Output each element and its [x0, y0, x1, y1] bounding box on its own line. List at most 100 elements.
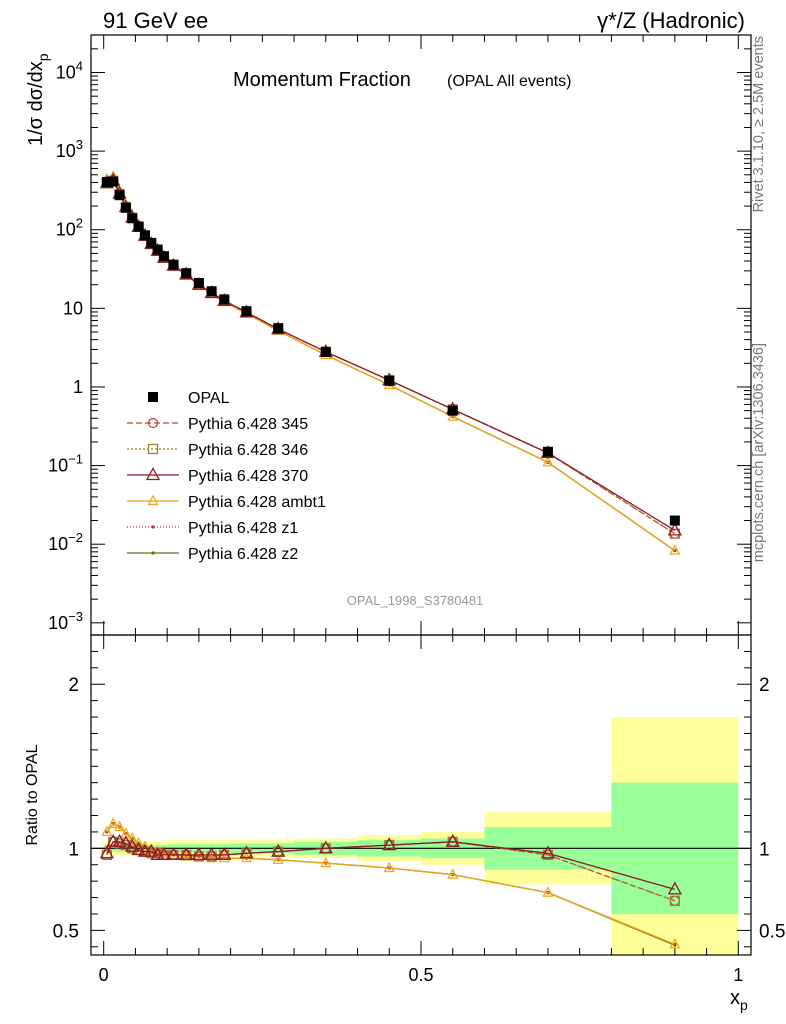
x-tick-label: 0 [99, 965, 109, 985]
data-point [241, 306, 252, 317]
y-tick-label-right: 1 [759, 839, 770, 860]
data-point [447, 410, 459, 421]
main-plot-axes: 10−3 10−2 10−1 1 10 102 103 104 [48, 34, 751, 635]
data-point [156, 847, 172, 861]
data-point [101, 176, 112, 187]
y-tick-label-right: 0.5 [759, 921, 785, 942]
data-point [217, 847, 232, 861]
x-axis-label: xp [730, 987, 748, 1013]
legend-label: Pythia 6.428 346 [188, 442, 308, 459]
data-point [218, 851, 230, 863]
main-plot-series [99, 170, 682, 555]
data-point [131, 842, 146, 856]
main-plot-panel: 10−3 10−2 10−1 1 10 102 103 104 Momentum Fracti… [25, 34, 752, 636]
data-point [152, 244, 163, 255]
data-point [542, 456, 554, 467]
legend-label: OPAL [188, 390, 230, 407]
data-point [206, 286, 217, 297]
ratio-plot-series [99, 817, 682, 949]
data-point [112, 833, 127, 847]
header-left: 91 GeV ee [103, 8, 208, 33]
data-point [667, 881, 682, 895]
data-point [542, 886, 554, 897]
data-point [318, 840, 333, 854]
data-point [148, 392, 158, 402]
data-point [107, 817, 119, 828]
data-point [133, 837, 145, 848]
data-point [166, 847, 181, 861]
data-point [114, 190, 125, 201]
y-tick-label: 10 [63, 298, 83, 318]
data-point [206, 851, 218, 863]
data-point [219, 294, 230, 305]
plot-subtitle: (OPAL All events) [447, 73, 572, 90]
data-point [146, 237, 157, 248]
data-point [669, 544, 681, 555]
data-point [151, 551, 155, 555]
data-point [669, 515, 680, 526]
header-right: γ*/Z (Hadronic) [597, 8, 745, 33]
data-point [151, 525, 155, 529]
svg-text:1/σ dσ/dxp: 1/σ dσ/dxp [25, 53, 51, 146]
data-point [127, 213, 138, 224]
data-point [108, 176, 119, 187]
y-tick-label: 103 [56, 137, 83, 161]
side-text-rivet: Rivet 3.1.10, ≥ 2.5M events [751, 36, 767, 212]
x-tick-label: 1 [733, 965, 743, 985]
data-point [320, 346, 331, 357]
data-point [126, 832, 138, 843]
data-point [239, 845, 254, 859]
data-point [382, 837, 397, 851]
y-tick-label: 104 [56, 59, 83, 83]
data-point [273, 323, 284, 334]
data-point [168, 259, 179, 270]
data-point [144, 843, 159, 857]
y-tick-label: 1 [68, 839, 79, 860]
data-point [99, 845, 114, 859]
data-point [320, 856, 332, 868]
legend-label: Pythia 6.428 345 [188, 416, 308, 433]
ratio-series-line [106, 822, 676, 945]
y-tick-label: 0.5 [53, 921, 79, 942]
data-point [158, 251, 169, 262]
data-point [120, 202, 131, 213]
data-point [133, 221, 144, 232]
data-point [384, 375, 395, 386]
legend-label: Pythia 6.428 ambt1 [188, 494, 326, 511]
svg-text:xp: xp [730, 987, 748, 1013]
ratio-plot-frame [90, 634, 752, 956]
plot-title: Momentum Fraction [233, 69, 411, 91]
side-text-mcplots: mcplots.cern.ch [arXiv:1306.3436] [751, 343, 767, 562]
data-point [147, 417, 159, 429]
ratio-y-axis-label: Ratio to OPAL [24, 744, 41, 845]
legend-label: Pythia 6.428 z2 [188, 546, 298, 563]
data-point [542, 446, 553, 457]
y-tick-label: 102 [56, 216, 83, 240]
main-y-axis-label: 1/σ dσ/dxp [25, 53, 51, 146]
data-point [272, 853, 284, 864]
y-tick-label: 10−1 [48, 452, 83, 476]
data-point [669, 938, 681, 949]
data-point [147, 443, 159, 455]
data-point [191, 847, 206, 861]
data-point [669, 895, 680, 906]
y-tick-label: 10−2 [48, 530, 83, 554]
data-point [101, 825, 113, 837]
data-point [168, 848, 179, 859]
data-point [114, 820, 126, 832]
y-tick-label: 10−3 [48, 609, 83, 633]
data-point [125, 838, 140, 852]
data-point [445, 833, 460, 847]
data-point [271, 843, 286, 857]
data-point [383, 861, 395, 873]
analysis-label: OPAL_1998_S3780481 [347, 593, 483, 608]
data-point [179, 847, 194, 861]
legend-label: Pythia 6.428 z1 [188, 520, 298, 537]
data-point [667, 522, 682, 536]
y-tick-label: 1 [73, 377, 83, 397]
data-point [147, 494, 159, 506]
legend-label: Pythia 6.428 370 [188, 468, 308, 485]
data-point [669, 528, 680, 539]
ratio-plot-panel: 0 0.5 1 0.5 0.5 1 1 2 2 Ratio to OPAL xp [24, 634, 785, 1013]
